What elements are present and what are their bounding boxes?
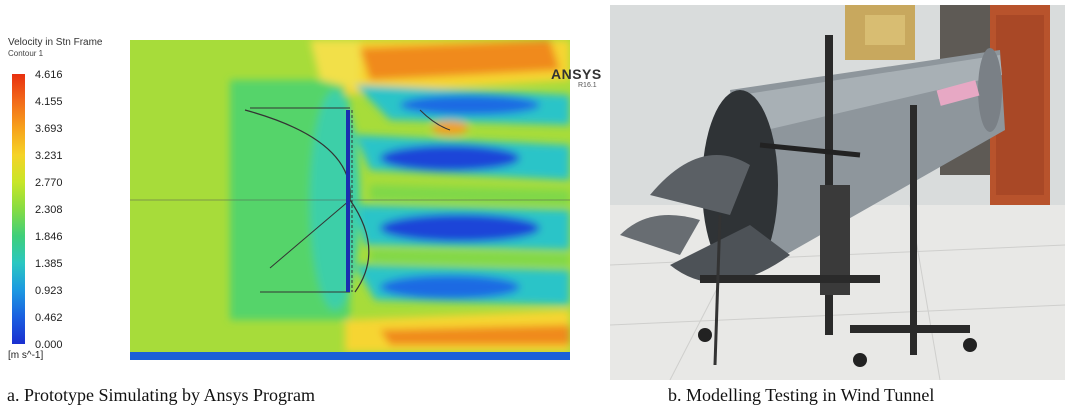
color-scale-bar [12,74,25,344]
legend-tick: 0.923 [35,285,63,297]
legend-tick: 1.846 [35,231,63,243]
legend-tick: 4.155 [35,96,63,108]
legend-subtitle: Contour 1 [8,49,44,58]
ansys-version: R16.1 [578,82,597,89]
wind-tunnel-photo [610,5,1065,380]
legend-tick: 0.462 [35,312,63,324]
legend-tick: 1.385 [35,258,63,270]
caption-b: b. Modelling Testing in Wind Tunnel [668,385,935,405]
legend-tick: 2.770 [35,177,63,189]
simulation-panel: Velocity in Stn Frame Contour 1 4.616 4.… [8,37,602,362]
legend-title: Velocity in Stn Frame [8,37,103,48]
ansys-logo: ANSYS [551,66,602,82]
caption-a: a. Prototype Simulating by Ansys Program [7,385,315,405]
legend-tick: 2.308 [35,204,63,216]
legend-unit: [m s^-1] [8,350,44,361]
legend-tick: 3.231 [35,150,63,162]
legend-tick: 4.616 [35,69,63,81]
velocity-contour-plot [130,40,570,360]
legend-tick: 3.693 [35,123,63,135]
legend-tick: 0.000 [35,339,63,351]
